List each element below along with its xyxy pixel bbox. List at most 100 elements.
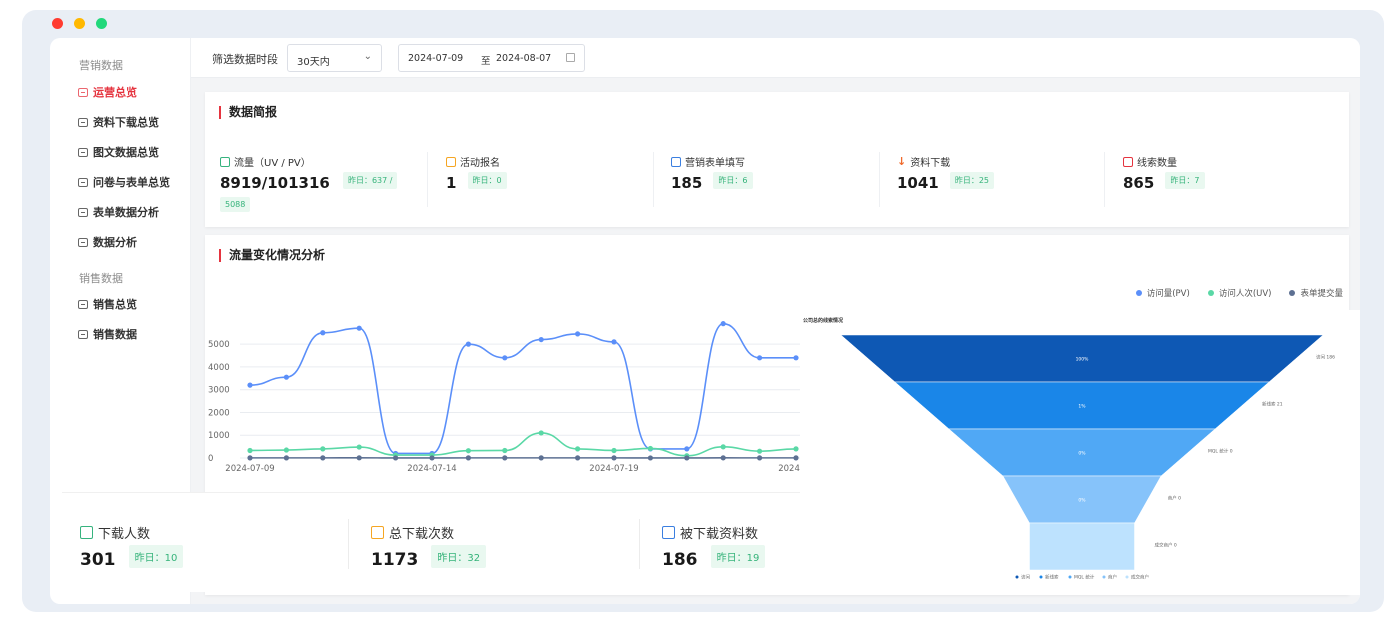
data-point[interactable] (247, 447, 253, 454)
stat-yesterday-cont: 5088 (220, 196, 251, 212)
data-point[interactable] (575, 331, 581, 337)
download-stats-panel: 下载人数 301 昨日：10 总下载次数 1173 昨日：32 被下载资料数 1… (62, 492, 800, 592)
funnel-legend-label[interactable]: 新线索 (1045, 574, 1059, 581)
divider (427, 152, 428, 207)
data-point[interactable] (247, 382, 253, 388)
sidebar-item-downloads-overview[interactable]: 资料下载总览 (78, 114, 159, 130)
data-point[interactable] (283, 455, 289, 461)
stat-yesterday: 昨日：7 (1165, 172, 1205, 189)
chart-icon (78, 237, 88, 247)
data-point[interactable] (684, 446, 690, 452)
stat-label: 流量（UV / PV） (234, 158, 311, 169)
data-point[interactable] (465, 455, 471, 461)
funnel-legend-label[interactable]: MQL 统计 (1074, 574, 1095, 581)
data-point[interactable] (283, 374, 289, 380)
legend-item-forms[interactable]: 表单提交量 (1289, 287, 1343, 299)
chart-icon (78, 87, 88, 97)
data-point[interactable] (793, 446, 799, 452)
chart-legend: 访问量(PV) 访问人次(UV) 表单提交量 (1135, 287, 1343, 299)
start-date[interactable]: 2024-07-09 (408, 53, 464, 64)
sidebar: 营销数据 运营总览 资料下载总览 图文数据总览 问卷与表单总览 表单数据分析 数… (50, 38, 191, 604)
sidebar-item-survey-overview[interactable]: 问卷与表单总览 (78, 174, 170, 190)
data-point[interactable] (757, 455, 763, 461)
divider (1104, 152, 1105, 207)
data-point[interactable] (647, 455, 653, 461)
date-range-picker[interactable]: 2024-07-09 至 2024-08-07 (398, 44, 585, 72)
stat-value: 8919/101316 (220, 174, 330, 192)
data-point[interactable] (575, 446, 581, 452)
stat-download-users: 下载人数 301 昨日：10 (80, 523, 184, 570)
minimize-window-button[interactable] (74, 18, 85, 29)
data-point[interactable] (720, 321, 726, 327)
data-point[interactable] (465, 448, 471, 454)
data-point[interactable] (356, 444, 362, 450)
data-point[interactable] (356, 325, 362, 331)
funnel-legend-marker (1125, 575, 1129, 579)
traffic-title: 流量变化情况分析 (219, 249, 325, 262)
data-point[interactable] (793, 355, 799, 361)
data-point[interactable] (393, 455, 399, 461)
chart-icon (78, 207, 88, 217)
summary-title: 数据简报 (219, 106, 277, 119)
data-point[interactable] (575, 455, 581, 461)
period-select[interactable]: 30天内 ⌄ (287, 44, 382, 72)
data-point[interactable] (757, 448, 763, 454)
sidebar-item-sales-data[interactable]: 销售数据 (78, 326, 137, 342)
sidebar-item-form-analysis[interactable]: 表单数据分析 (78, 204, 159, 220)
legend-item-uv[interactable]: 访问人次(UV) (1207, 287, 1271, 299)
data-point[interactable] (538, 430, 544, 436)
stat-value: 865 (1123, 174, 1155, 192)
data-point[interactable] (720, 455, 726, 461)
form-icon (671, 156, 681, 167)
data-point[interactable] (684, 455, 690, 461)
sidebar-item-operations-overview[interactable]: 运营总览 (78, 84, 137, 100)
data-point[interactable] (611, 339, 617, 345)
legend-item-pv[interactable]: 访问量(PV) (1135, 287, 1190, 299)
data-point[interactable] (502, 455, 508, 461)
divider (348, 519, 349, 569)
data-point[interactable] (611, 447, 617, 454)
stat-yesterday: 昨日：6 (713, 172, 753, 189)
stat-traffic: 流量（UV / PV） 8919/101316 昨日：637 / 5088 (220, 154, 398, 212)
data-point[interactable] (356, 455, 362, 461)
traffic-line-chart: 0 1000 2000 3000 4000 5000 2024-07-09 2024-07-1… (208, 321, 825, 474)
y-tick-label: 0 (208, 454, 213, 464)
funnel-side-label: 商户 0 (1168, 495, 1181, 502)
sidebar-item-label: 运营总览 (93, 86, 137, 99)
data-point[interactable] (320, 330, 326, 336)
data-point[interactable] (429, 455, 435, 461)
funnel-stage[interactable] (1029, 522, 1135, 571)
funnel-legend-marker (1068, 575, 1072, 579)
stat-label: 营销表单填写 (685, 158, 745, 169)
data-point[interactable] (720, 444, 726, 450)
data-point[interactable] (757, 355, 763, 361)
data-point[interactable] (502, 355, 508, 361)
data-point[interactable] (465, 341, 471, 347)
stat-download-count: 总下载次数 1173 昨日：32 (371, 523, 487, 570)
data-point[interactable] (793, 455, 799, 461)
end-date[interactable]: 2024-08-07 (496, 53, 552, 64)
funnel-legend-label[interactable]: 商户 (1108, 574, 1117, 581)
data-point[interactable] (647, 445, 653, 452)
sidebar-item-label: 销售数据 (93, 328, 137, 341)
data-point[interactable] (538, 336, 544, 343)
data-point[interactable] (538, 455, 544, 461)
stat-yesterday: 昨日：19 (710, 544, 766, 568)
form-icon (662, 526, 675, 539)
data-point[interactable] (611, 455, 617, 461)
monitor-icon (80, 526, 93, 539)
stat-label: 资料下载 (910, 158, 951, 169)
funnel-legend-label[interactable]: 访问 (1021, 574, 1030, 581)
close-window-button[interactable] (52, 18, 63, 29)
funnel-legend-label[interactable]: 成交商户 (1131, 574, 1149, 581)
data-point[interactable] (247, 455, 253, 461)
data-point[interactable] (502, 447, 508, 454)
sidebar-item-content-overview[interactable]: 图文数据总览 (78, 144, 159, 160)
data-point[interactable] (283, 447, 289, 453)
maximize-window-button[interactable] (96, 18, 107, 29)
data-point[interactable] (320, 446, 326, 452)
sidebar-item-sales-overview[interactable]: 销售总览 (78, 296, 137, 312)
data-point[interactable] (320, 455, 326, 461)
sidebar-item-data-analysis[interactable]: 数据分析 (78, 234, 137, 250)
funnel-legend-marker (1039, 575, 1043, 579)
